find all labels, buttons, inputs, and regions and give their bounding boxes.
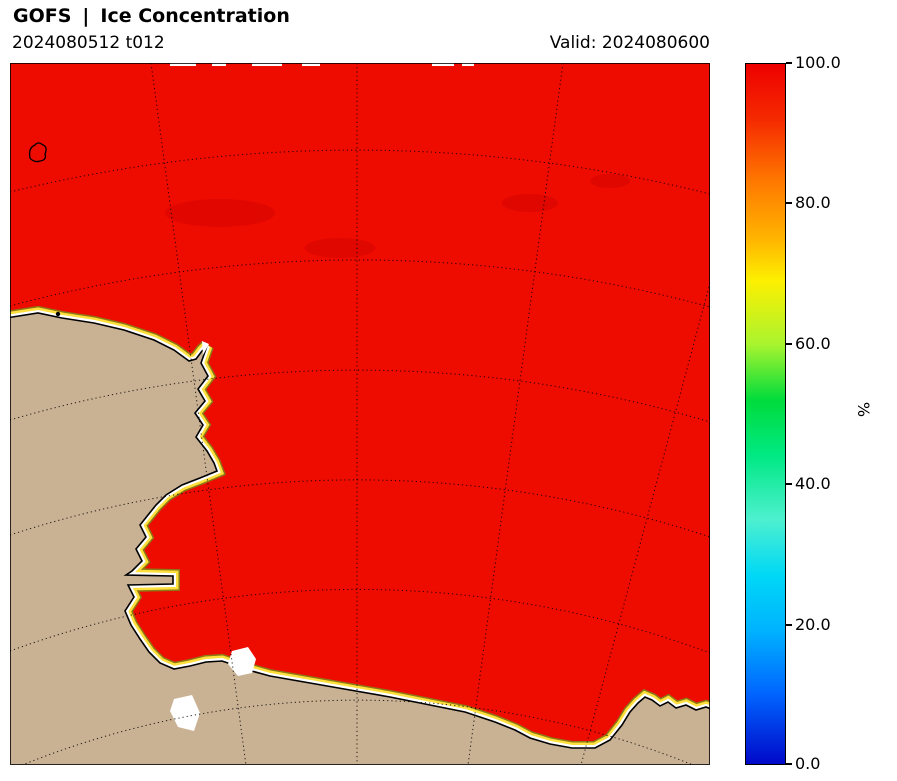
edge-artifact bbox=[432, 63, 454, 66]
graticule-parallel bbox=[10, 588, 710, 654]
ice-free-patch bbox=[170, 695, 200, 731]
graticule-meridian bbox=[580, 282, 710, 765]
edge-artifact bbox=[170, 63, 196, 66]
colorbar-gradient bbox=[745, 63, 786, 765]
edge-artifact bbox=[462, 63, 474, 66]
colorbar-tick-label: 20.0 bbox=[795, 615, 831, 634]
colorbar-tick bbox=[786, 202, 792, 204]
graticule-parallel bbox=[10, 259, 710, 308]
top-edge-artifacts bbox=[170, 63, 474, 66]
colorbar-tick bbox=[786, 763, 792, 765]
title-product: GOFS bbox=[13, 5, 72, 27]
colorbar-tick-label: 40.0 bbox=[795, 474, 831, 493]
colorbar-unit-label: % bbox=[854, 401, 874, 418]
ice-texture-patch bbox=[590, 174, 630, 188]
graticule-meridian bbox=[150, 63, 247, 765]
colorbar-tick bbox=[786, 62, 792, 64]
edge-artifact bbox=[212, 63, 226, 66]
map-frame bbox=[10, 63, 710, 765]
colorbar-tick bbox=[786, 624, 792, 626]
subtitle-row: 2024080512 t012 Valid: 2024080600 bbox=[12, 33, 710, 53]
islet-dot bbox=[55, 311, 61, 317]
run-timestamp: 2024080512 t012 bbox=[12, 33, 165, 53]
ice-free-patches bbox=[170, 341, 256, 731]
colorbar-svg bbox=[745, 63, 786, 765]
title-variable: Ice Concentration bbox=[100, 5, 290, 27]
page-title: GOFS | Ice Concentration bbox=[13, 5, 290, 27]
map-plot bbox=[10, 63, 710, 765]
ice-free-patch bbox=[228, 647, 256, 676]
colorbar-tick-label: 100.0 bbox=[795, 53, 841, 72]
map-svg bbox=[10, 63, 710, 765]
valid-timestamp: Valid: 2024080600 bbox=[549, 33, 710, 53]
colorbar-tick bbox=[786, 483, 792, 485]
colorbar-tick-label: 0.0 bbox=[795, 754, 821, 773]
ice-texture-patch bbox=[305, 238, 375, 258]
graticule-meridians bbox=[150, 63, 710, 765]
graticule-parallels bbox=[10, 149, 710, 765]
colorbar bbox=[745, 63, 786, 765]
ice-texture-patch bbox=[502, 194, 558, 212]
graticule-meridian bbox=[467, 63, 564, 765]
ice-texture-patch bbox=[165, 199, 275, 227]
ice-free-patch bbox=[202, 341, 209, 355]
colorbar-tick-label: 60.0 bbox=[795, 334, 831, 353]
graticule-parallel bbox=[10, 149, 710, 195]
edge-artifact bbox=[302, 63, 320, 66]
colorbar-tick bbox=[786, 343, 792, 345]
island-contour bbox=[28, 142, 47, 163]
edge-artifact bbox=[252, 63, 282, 66]
colorbar-tick-label: 80.0 bbox=[795, 193, 831, 212]
title-separator: | bbox=[82, 5, 90, 27]
